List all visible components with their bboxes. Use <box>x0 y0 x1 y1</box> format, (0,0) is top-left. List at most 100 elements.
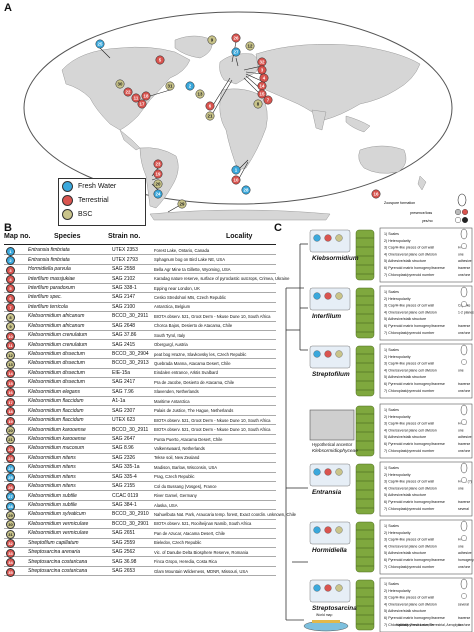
species-cell: Klebsormidium sylvaticum <box>28 511 86 518</box>
svg-text:5: 5 <box>159 58 162 63</box>
map-marker: 16 <box>371 189 381 199</box>
locality-cell: Pra de Jacobe, Desierto de Atacama, Chil… <box>154 379 235 385</box>
legend-fresh-water: Fresh Water <box>59 179 145 193</box>
table-row: 27 Klebsormidium subtile CCAC 0119 River Ga… <box>4 491 276 502</box>
state-dot <box>461 477 467 483</box>
key-zoospore-label: Zoospore formation <box>384 201 415 205</box>
map-number-badge: 11 <box>6 341 15 351</box>
table-row: 19 Klebsormidium flaccidum UTEX 623 BIOTA o… <box>4 416 276 426</box>
map-marker: 1 <box>231 165 241 175</box>
trait-state: traverse <box>458 382 470 386</box>
species-cell: Klebsormidium nitens <box>28 454 76 461</box>
terrestrial-swatch <box>62 194 73 206</box>
species-cell: Interfilum terricola <box>28 303 68 310</box>
strain-cell: SAG 2562 <box>112 549 136 556</box>
map-number-badge: 5 <box>6 284 15 294</box>
strain-cell: EIE-15a <box>112 369 131 376</box>
map-number-badge: 14 <box>6 369 15 379</box>
strain-cell: UTEX 623 <box>112 417 136 424</box>
trait-box <box>379 461 473 517</box>
taxon-name: Klebsormidium <box>312 255 359 262</box>
trait-state: traverse <box>458 442 470 446</box>
trait-label: 2) Heteropolarity <box>384 239 411 243</box>
table-row: 10 Klebsormidium crenulatum SAG 37.86 South… <box>4 331 276 341</box>
table-row: 35 Streptosarcina costaricana SAG 2653 Glam… <box>4 567 276 577</box>
strain-cell: CCAC 0119 <box>112 492 139 499</box>
panel-a-letter: A <box>4 2 12 14</box>
strain-table: 1 Entransia fimbriata UTEX 2353 Forest Lake… <box>4 246 296 577</box>
map-marker: 31 <box>165 81 175 91</box>
locality-cell: Alaska, USA <box>154 502 178 508</box>
map-marker: 18 <box>141 91 151 101</box>
map-marker: 9 <box>207 35 217 45</box>
bsc-swatch <box>62 208 73 220</box>
header-locality: Locality <box>226 233 253 240</box>
locality-cell: Nahuelbuta Nat. Park, Araucaria temp. fo… <box>154 512 296 518</box>
svg-text:10: 10 <box>234 178 239 183</box>
locality-cell: Prag, Czech Republic <box>154 474 195 480</box>
locality-cell: Obergurgl, Austria <box>154 342 188 348</box>
strain-cell: SAG 2100 <box>112 303 136 310</box>
key-presence-label: presence/loss <box>410 211 432 215</box>
state-dot <box>461 593 467 599</box>
strain-cell: BCCO_30_2913 <box>112 360 149 367</box>
filament-cell <box>355 229 375 281</box>
table-row: 4 Interfilum massjukiae SAG 2102 Karadag na… <box>4 274 289 284</box>
map-marker: 17 <box>137 99 147 109</box>
strain-cell: SAG 338-1 <box>112 284 137 291</box>
strain-cell: SAG 2647 <box>112 435 136 442</box>
map-number-badge: 32 <box>6 539 15 549</box>
zoospore-key: Zoospore formation presence/loss yes/no <box>384 193 468 224</box>
locality-cell: Glam Mountain Wilderness, MDNR, Missouri… <box>154 568 249 574</box>
table-row: 30 Klebsormidium vermiculare BCCO_30_2901 B… <box>4 520 276 530</box>
trait-label: 3) Cap/H-like pieces of cell wall <box>384 538 434 542</box>
map-marker: 21 <box>205 111 215 121</box>
species-cell: Klebsormidium karooense <box>28 426 86 433</box>
species-cell: Hormidiella parvula <box>28 266 71 273</box>
map-number-badge: 29 <box>6 510 15 520</box>
locality-cell: peat bog Hrazne, Slavkovsky les, Czech R… <box>154 351 247 357</box>
map-number-badge: 33 <box>6 548 15 558</box>
svg-text:16: 16 <box>374 192 379 197</box>
trait-label: 1) Scales <box>384 524 399 528</box>
svg-text:8: 8 <box>257 102 260 107</box>
habitat-dot <box>335 292 343 300</box>
map-number-badge: 28 <box>6 501 15 511</box>
locality-cell: Bella Agr Mine ta Gillette, Wyoming, USA <box>154 266 231 272</box>
species-cell: Klebsormidium elegans <box>28 388 80 395</box>
trait-state: homogeny <box>458 558 474 562</box>
loss-icon <box>461 209 468 216</box>
locality-cell: Slavenden, Netherlands <box>154 389 199 395</box>
trait-label: 3) Cap/H-like pieces of cell wall <box>384 362 434 366</box>
taxon-name: Interfilum <box>312 313 341 320</box>
habitat-dot <box>313 584 321 592</box>
map-marker: 7 <box>263 95 273 105</box>
locality-cell: Eindalen entrance, Arktis Svalbard <box>154 370 219 376</box>
trait-state: adhesive <box>458 551 472 555</box>
legend-terrestrial: Terrestrial <box>59 193 145 207</box>
trait-label: 7) Chloroplast/pyrenoid number <box>384 623 435 627</box>
table-row: 18 Klebsormidium flaccidum SAG 2307 Palais … <box>4 406 276 417</box>
svg-text:17: 17 <box>140 102 145 107</box>
svg-text:28: 28 <box>244 188 249 193</box>
trait-state: adhesive <box>458 435 472 439</box>
species-cell: Klebsormidium karooense <box>28 435 86 442</box>
habitat-dot <box>324 292 332 300</box>
table-row: 34 Streptosarcina costaricana SAG 36.98 Fin… <box>4 557 276 568</box>
strain-cell: SAG 2558 <box>112 266 136 273</box>
trait-state: several <box>458 602 469 606</box>
svg-text:19: 19 <box>156 172 161 177</box>
habitat-key-band <box>312 620 340 623</box>
locality-cell: Tekse soil, New Zealand <box>154 455 200 461</box>
se-asia <box>345 115 371 133</box>
habitat-dot <box>324 468 332 476</box>
map-marker: 14 <box>257 81 267 91</box>
species-cell: Klebsormidium nitens <box>28 464 76 471</box>
locality-cell: Punta Puerto, Atacama Desert, Chile <box>154 436 223 442</box>
central-america <box>119 129 141 151</box>
svg-text:26: 26 <box>234 36 239 41</box>
map-number-badge: 6 <box>6 293 15 303</box>
strain-cell: SAG 2559 <box>112 539 136 546</box>
taxon-name: Streptosarcina <box>312 605 357 612</box>
map-number-badge: 31 <box>6 529 15 539</box>
